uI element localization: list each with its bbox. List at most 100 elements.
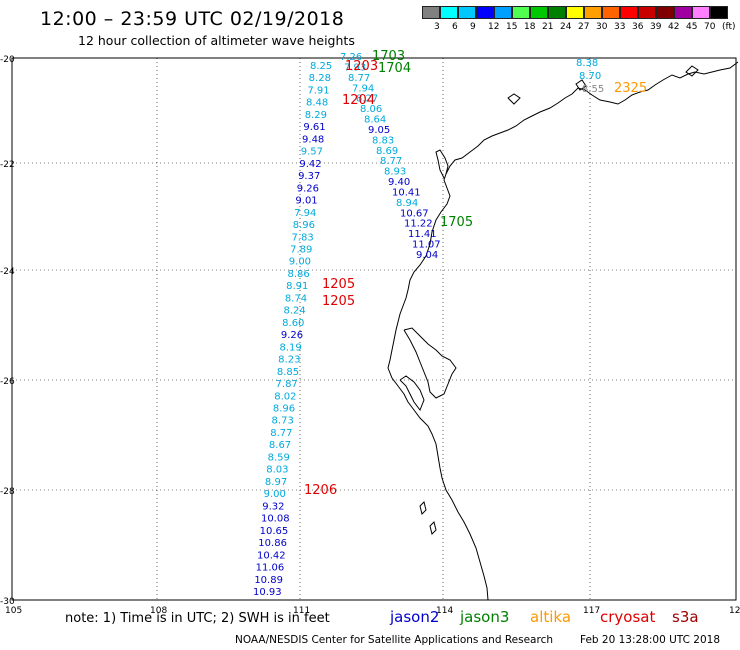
satellite-legend-item: jason2 xyxy=(390,608,440,626)
y-tick-label: -30 xyxy=(0,597,15,607)
map-frame xyxy=(11,57,737,601)
track-a-swh-label: 9.26 xyxy=(281,330,303,341)
legend-label: 9 xyxy=(470,22,476,32)
track-a-swh-label: 8.73 xyxy=(272,416,294,427)
track-a-swh-label: 8.86 xyxy=(287,269,309,280)
y-tick-label: -26 xyxy=(0,377,15,387)
track-a-swh-label: 10.65 xyxy=(260,526,289,537)
pass-time-label: 1204 xyxy=(342,93,375,108)
pass-time-label: 2325 xyxy=(614,81,647,96)
legend-swatch xyxy=(584,6,602,19)
island-5 xyxy=(429,521,437,535)
track-b-swh-label: 8.27 xyxy=(356,94,378,105)
track-a-swh-label: 11.06 xyxy=(256,563,285,574)
track-a-swh-label: 9.32 xyxy=(262,501,284,512)
map-subtitle: 12 hour collection of altimeter wave hei… xyxy=(78,33,355,48)
track-a-swh-label: 8.91 xyxy=(286,281,308,292)
track-a-swh-label: 8.24 xyxy=(283,306,305,317)
pass-time-label: 1704 xyxy=(378,61,411,76)
legend-swatch xyxy=(494,6,512,19)
island-2 xyxy=(575,79,587,91)
track-b-swh-label: 11.07 xyxy=(412,240,441,251)
y-tick-label: -22 xyxy=(0,160,15,170)
legend-swatch xyxy=(566,6,584,19)
x-tick-label: 105 xyxy=(5,606,22,616)
track-a-swh-label: 7.91 xyxy=(307,85,329,96)
track-a-swh-label: 9.00 xyxy=(289,257,311,268)
legend-label: 30 xyxy=(596,22,608,32)
track-a-swh-label: 8.59 xyxy=(268,452,290,463)
legend-label: 70 xyxy=(704,22,716,32)
legend-label: 6 xyxy=(452,22,458,32)
track-b-swh-label: 8.77 xyxy=(380,156,402,167)
track-a-swh-label: 9.26 xyxy=(297,183,319,194)
legend-swatch xyxy=(530,6,548,19)
legend-label: 45 xyxy=(686,22,698,32)
coastline-shark-bay xyxy=(403,327,457,399)
y-tick-label: -20 xyxy=(0,55,15,65)
track-a-swh-label: 7.94 xyxy=(294,208,316,219)
map-grid: 105 108 111 114 117 120 -20 -22 -24 -26 -28 -30 xyxy=(0,55,740,616)
pass-time-label: 1203 xyxy=(345,59,378,74)
x-tick-label: 114 xyxy=(436,606,453,616)
track-b-swh-label: 7.26 xyxy=(340,52,362,63)
track-b-swh-label: 11.41 xyxy=(408,229,437,240)
pass-time-label: 1205 xyxy=(322,294,355,309)
island-4 xyxy=(419,501,427,515)
coastline xyxy=(387,61,739,601)
track-a-swh-label: 8.23 xyxy=(278,355,300,366)
legend-label: 33 xyxy=(614,22,626,32)
coastline-gulf xyxy=(435,149,449,179)
y-tick-label: -28 xyxy=(0,487,15,497)
island-3 xyxy=(685,65,699,77)
x-tick-label: 111 xyxy=(293,606,310,616)
track-a-swh-label: 8.97 xyxy=(265,477,287,488)
pass-time-label: 1703 xyxy=(372,49,405,64)
y-tick-label: -24 xyxy=(0,267,15,277)
color-legend xyxy=(422,6,728,19)
track-b-swh-label: 7.93 xyxy=(344,62,366,73)
legend-label: (ft) xyxy=(722,22,736,32)
legend-label: 27 xyxy=(578,22,590,32)
track-a-swh-label: 10.08 xyxy=(261,514,290,525)
track-b-swh-label: 9.04 xyxy=(416,250,438,261)
legend-label: 21 xyxy=(542,22,554,32)
track-a-swh-label: 7.89 xyxy=(290,244,312,255)
track-a-swh-label: 8.74 xyxy=(285,293,307,304)
track-a-swh-label: 8.96 xyxy=(273,404,295,415)
x-tick-label: 117 xyxy=(583,606,600,616)
track-a-swh-label: 10.42 xyxy=(257,550,286,561)
track-b-swh-label: 8.77 xyxy=(348,73,370,84)
track-a-swh-label: 8.02 xyxy=(274,391,296,402)
track-a-swh-label: 7.87 xyxy=(276,379,298,390)
legend-swatch xyxy=(422,6,440,19)
track-a-swh-label: 8.03 xyxy=(266,465,288,476)
track-c-swh-label: 8.70 xyxy=(579,71,601,82)
track-b-swh-label: 10.41 xyxy=(392,187,421,198)
legend-swatch xyxy=(458,6,476,19)
legend-swatch xyxy=(512,6,530,19)
legend-swatch xyxy=(476,6,494,19)
legend-label: 39 xyxy=(650,22,662,32)
legend-label: 36 xyxy=(632,22,644,32)
track-b-swh-label: 11.22 xyxy=(404,219,433,230)
legend-swatch xyxy=(548,6,566,19)
track-a-swh-label: 9.57 xyxy=(301,147,323,158)
x-tick-label: 108 xyxy=(150,606,167,616)
track-a-swh-label: 8.19 xyxy=(280,342,302,353)
legend-label: 42 xyxy=(668,22,680,32)
track-b-swh-label: 8.93 xyxy=(384,167,406,178)
pass-time-label: 1206 xyxy=(304,483,337,498)
track-a-swh-label: 10.89 xyxy=(254,575,283,586)
track-a-swh-label: 9.48 xyxy=(302,134,324,145)
footer-note: note: 1) Time is in UTC; 2) SWH is in fe… xyxy=(65,611,330,626)
track-a-swh-label: 8.77 xyxy=(270,428,292,439)
track-b-swh-label: 9.40 xyxy=(388,177,410,188)
track-a-swh-label: 8.67 xyxy=(269,440,291,451)
track-a-swh-label: 8.96 xyxy=(293,220,315,231)
coastline-peninsula xyxy=(399,375,425,412)
x-tick-label: 120 xyxy=(729,606,740,616)
satellite-legend-item: cryosat xyxy=(600,608,656,626)
track-a-swh-label: 8.85 xyxy=(277,367,299,378)
